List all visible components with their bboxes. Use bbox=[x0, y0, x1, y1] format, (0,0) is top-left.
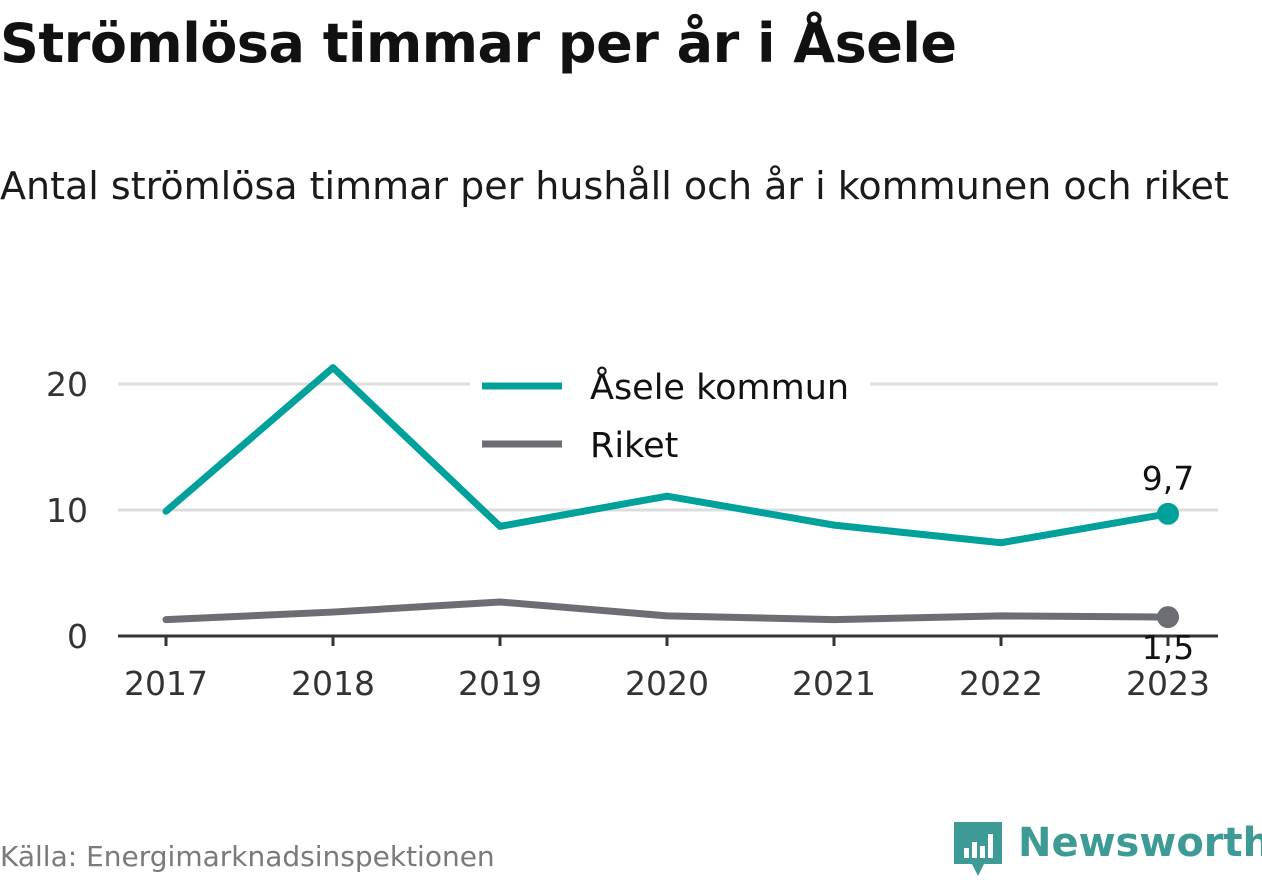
source-note: Källa: Energimarknadsinspektionen bbox=[0, 840, 495, 873]
line-chart: 0 10 20 2017 2018 2019 2020 2021 2022 2023 Åsele… bbox=[46, 362, 1218, 703]
series-end-label: 9,7 bbox=[1142, 459, 1194, 498]
series-end-label: 1,5 bbox=[1142, 628, 1194, 667]
legend-label: Åsele kommun bbox=[590, 365, 849, 408]
x-axis-ticks: 2017 2018 2019 2020 2021 2022 2023 bbox=[124, 636, 1210, 703]
newsworthy-icon bbox=[954, 822, 1002, 876]
legend-background bbox=[470, 362, 870, 474]
y-tick-label: 0 bbox=[67, 617, 88, 656]
series-end-point bbox=[1157, 502, 1179, 525]
x-tick-label: 2019 bbox=[458, 664, 542, 703]
x-tick-label: 2023 bbox=[1126, 664, 1210, 703]
series-lines bbox=[162, 364, 1179, 629]
y-tick-label: 10 bbox=[46, 491, 88, 530]
end-labels: 9,7 1,5 bbox=[1142, 459, 1194, 667]
series-line bbox=[162, 598, 1172, 624]
series-end-point bbox=[1157, 606, 1179, 629]
legend: Åsele kommun Riket bbox=[470, 362, 870, 474]
x-tick-label: 2021 bbox=[792, 664, 876, 703]
chart-subtitle: Antal strömlösa timmar per hushåll och å… bbox=[0, 164, 1229, 208]
x-tick-label: 2022 bbox=[959, 664, 1043, 703]
series-line bbox=[162, 364, 1172, 547]
x-tick-label: 2017 bbox=[124, 664, 208, 703]
x-tick-label: 2018 bbox=[291, 664, 375, 703]
brand-logo: Newsworthy bbox=[950, 818, 1262, 880]
x-tick-label: 2020 bbox=[625, 664, 709, 703]
y-tick-label: 20 bbox=[46, 365, 88, 404]
y-axis-ticks: 0 10 20 bbox=[46, 365, 88, 656]
chart-title: Strömlösa timmar per år i Åsele bbox=[0, 12, 957, 75]
legend-label: Riket bbox=[590, 426, 678, 466]
brand-name: Newsworthy bbox=[1018, 820, 1262, 866]
